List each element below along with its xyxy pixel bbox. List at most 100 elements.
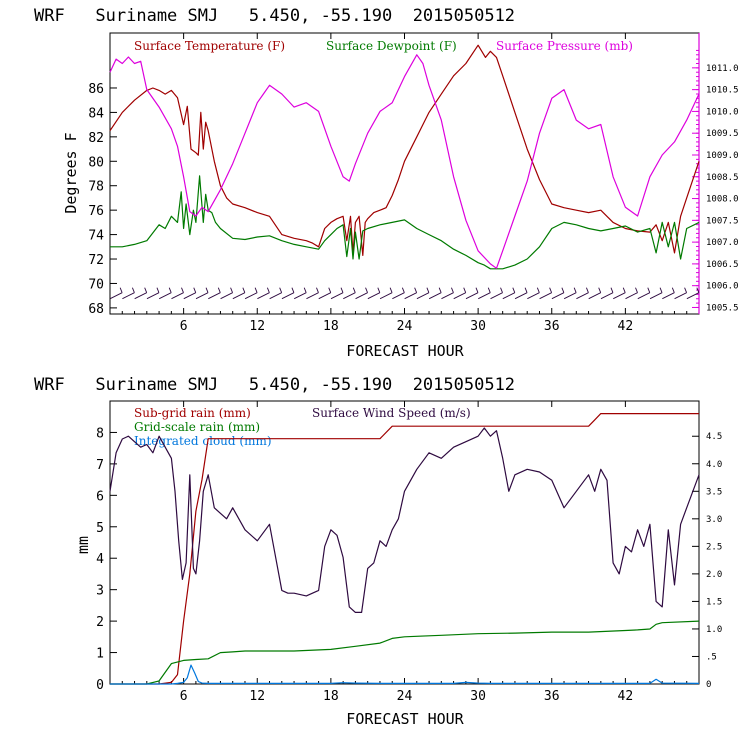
x-tick-label: 30 bbox=[470, 689, 486, 704]
temperature-chart: WRF Suriname SMJ 5.450, -55.190 20150505… bbox=[34, 6, 739, 360]
precipitation-chart: WRF Suriname SMJ 5.450, -55.190 20150505… bbox=[34, 375, 722, 728]
y2-tick-label: 1007.5 bbox=[706, 216, 739, 226]
wind-barb-shaft bbox=[416, 292, 430, 300]
wind-barb-flag bbox=[659, 287, 663, 293]
legend-subgrid-rain: Sub-grid rain (mm) bbox=[134, 406, 251, 420]
wind-barb-flag bbox=[549, 287, 553, 293]
wind-barb-flag bbox=[242, 287, 246, 293]
y-axis-label: Degrees F bbox=[62, 132, 80, 213]
wind-barb-flag bbox=[389, 287, 393, 293]
legend-surface-wind-speed: Surface Wind Speed (m/s) bbox=[312, 406, 471, 420]
x-tick-label: 36 bbox=[544, 689, 560, 704]
x-tick-label: 6 bbox=[180, 319, 188, 334]
y2-tick-label: 1010.0 bbox=[706, 107, 739, 117]
y2-tick-label: 2.0 bbox=[706, 570, 722, 580]
y-tick-label: 72 bbox=[88, 253, 104, 268]
x-tick-label: 42 bbox=[618, 689, 634, 704]
wind-barb-flag bbox=[340, 287, 344, 293]
wind-barb-shaft bbox=[588, 292, 601, 300]
y2-tick-label: 1005.5 bbox=[706, 303, 739, 313]
wind-barb-flag bbox=[622, 287, 626, 293]
wind-barb-shaft bbox=[686, 292, 700, 300]
wind-barb-shaft bbox=[159, 292, 172, 300]
wind-barb-shaft bbox=[625, 292, 638, 300]
x-axis-ticks: 6 12 18 24 30 36 42 bbox=[121, 33, 688, 334]
y-tick-label: 86 bbox=[88, 82, 104, 97]
x-tick-label: 12 bbox=[249, 689, 265, 704]
wind-barb-flag bbox=[168, 287, 172, 293]
wind-barb-flag bbox=[119, 287, 123, 293]
y2-tick-label: 1.0 bbox=[706, 625, 722, 635]
wind-barb-flag bbox=[279, 287, 283, 293]
wind-barb-shaft bbox=[674, 292, 687, 300]
y-axis-label: mm bbox=[74, 536, 92, 554]
wind-barb-flag bbox=[635, 287, 638, 293]
wind-barb-shaft bbox=[428, 292, 442, 300]
x-tick-label: 18 bbox=[323, 689, 339, 704]
y-tick-label: 6 bbox=[96, 489, 104, 504]
series-lines bbox=[109, 413, 700, 685]
x-axis-label: FORECAST HOUR bbox=[346, 710, 464, 728]
wind-barb-flag bbox=[451, 287, 454, 293]
x-tick-label: 30 bbox=[470, 319, 486, 334]
wind-barb-flag bbox=[598, 287, 602, 293]
y-tick-label: 78 bbox=[88, 180, 104, 195]
y2-tick-label: 1008.0 bbox=[706, 195, 739, 205]
wind-barb-flag bbox=[131, 287, 135, 293]
wind-barb-flag bbox=[647, 287, 651, 293]
wind-barb-shaft bbox=[355, 292, 368, 300]
y2-tick-label: 1008.5 bbox=[706, 173, 739, 183]
wind-speed-axis-ticks: 0 .5 1.0 1.5 2.0 2.5 3.0 3.5 4.0 4.5 bbox=[692, 432, 722, 690]
wind-barb-flag bbox=[573, 287, 577, 293]
wind-barb-shaft bbox=[318, 292, 331, 300]
wind-barb-flag bbox=[475, 287, 479, 293]
wind-barb-shaft bbox=[293, 292, 307, 300]
y-tick-label: 2 bbox=[96, 615, 104, 630]
y-tick-label: 0 bbox=[96, 678, 104, 693]
wind-barb-flag bbox=[524, 287, 528, 293]
wind-barb-shaft bbox=[576, 292, 589, 300]
y2-tick-label: 1006.0 bbox=[706, 282, 739, 292]
x-tick-label: 24 bbox=[397, 319, 413, 334]
series-lines bbox=[109, 44, 700, 270]
legend-integrated-cloud: Integrated cloud (mm) bbox=[134, 434, 272, 448]
wind-barb-shaft bbox=[478, 292, 491, 300]
wind-barb-shaft bbox=[183, 292, 196, 300]
wind-barb-shaft bbox=[195, 292, 209, 300]
wind-barb-flag bbox=[696, 287, 700, 293]
series-line bbox=[110, 175, 700, 270]
wind-barb-flag bbox=[144, 287, 148, 293]
wind-barb-shaft bbox=[539, 292, 552, 300]
wind-barb-shaft bbox=[453, 292, 466, 300]
wind-barb-shaft bbox=[281, 292, 295, 300]
wind-barb-flag bbox=[291, 287, 295, 293]
legend-grid-scale-rain: Grid-scale rain (mm) bbox=[134, 420, 260, 434]
wind-barb-flag bbox=[500, 287, 503, 293]
wind-barb-shaft bbox=[379, 292, 393, 300]
wind-barb-flag bbox=[230, 287, 233, 293]
y-tick-label: 4 bbox=[96, 552, 104, 567]
wind-barb-shaft bbox=[343, 292, 356, 300]
y2-tick-label: 1.5 bbox=[706, 597, 722, 607]
wind-barb-shaft bbox=[306, 292, 319, 300]
series-line bbox=[110, 664, 700, 685]
x-tick-label: 36 bbox=[544, 319, 560, 334]
wind-barbs bbox=[109, 287, 700, 300]
wind-barb-flag bbox=[316, 287, 319, 293]
wind-barb-flag bbox=[463, 287, 467, 293]
wind-barb-shaft bbox=[220, 292, 233, 300]
y-axis-ticks: 68 70 72 74 76 78 80 82 84 86 bbox=[88, 82, 117, 317]
y2-tick-label: 1010.5 bbox=[706, 86, 739, 96]
series-line bbox=[109, 427, 700, 614]
x-tick-label: 42 bbox=[618, 319, 634, 334]
wind-barb-shaft bbox=[613, 292, 626, 300]
wind-barb-shaft bbox=[527, 292, 540, 300]
y2-tick-label: 2.5 bbox=[706, 542, 722, 552]
wind-barb-shaft bbox=[490, 292, 503, 300]
legend-surface-dewpoint: Surface Dewpoint (F) bbox=[326, 39, 457, 53]
y2-tick-label: 1009.0 bbox=[706, 151, 739, 161]
wind-barb-flag bbox=[352, 287, 356, 293]
wind-barb-shaft bbox=[146, 292, 160, 300]
wind-barb-flag bbox=[438, 287, 442, 293]
